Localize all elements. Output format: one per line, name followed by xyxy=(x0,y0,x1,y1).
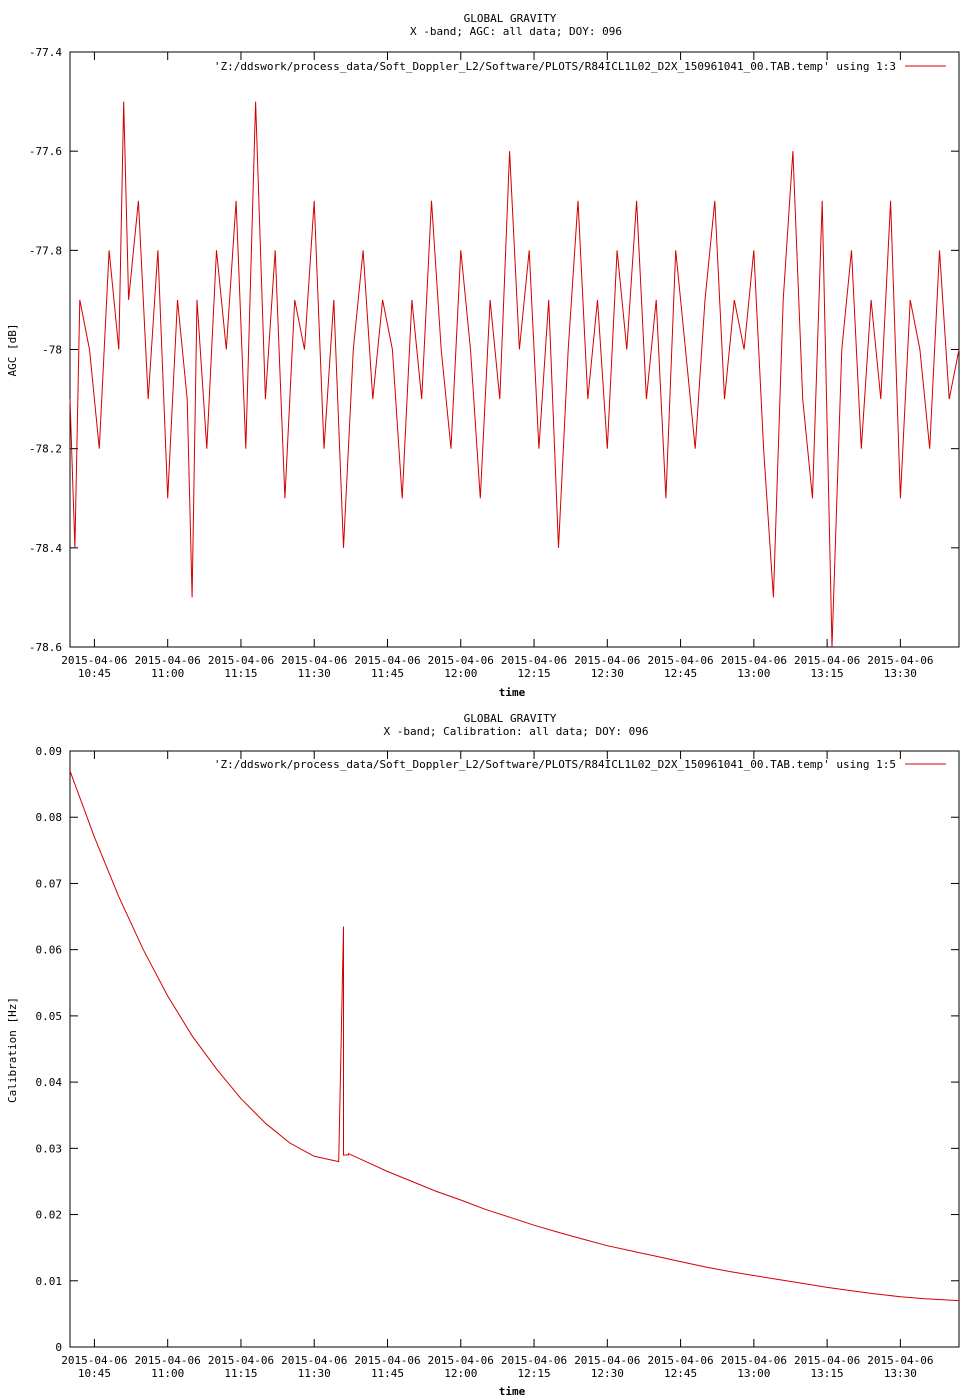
agc-chart: GLOBAL GRAVITY X -band; AGC: all data; D… xyxy=(6,12,960,699)
agc-x-axis-label: time xyxy=(499,686,526,699)
calibration-x-tick-date: 2015-04-06 xyxy=(647,1354,713,1367)
agc-x-tick-time: 12:30 xyxy=(591,667,624,680)
calibration-y-tick-label: 0.08 xyxy=(36,811,63,824)
calibration-x-tick-time: 13:00 xyxy=(737,1367,770,1380)
calibration-chart: GLOBAL GRAVITY X -band; Calibration: all… xyxy=(6,712,960,1398)
calibration-series xyxy=(69,770,960,1302)
calibration-x-tick-date: 2015-04-06 xyxy=(794,1354,860,1367)
calibration-series-line xyxy=(69,770,960,1302)
calibration-x-axis-label: time xyxy=(499,1385,526,1398)
agc-x-tick-date: 2015-04-06 xyxy=(208,654,274,667)
agc-y-axis-label: AGC [dB] xyxy=(6,324,19,377)
calibration-y-tick-label: 0.03 xyxy=(36,1142,63,1155)
calibration-x-tick-time: 12:00 xyxy=(444,1367,477,1380)
calibration-y-tick-label: 0.04 xyxy=(36,1076,63,1089)
agc-legend-text: 'Z:/ddswork/process_data/Soft_Doppler_L2… xyxy=(214,60,896,73)
agc-x-tick-time: 13:00 xyxy=(737,667,770,680)
agc-y-tick-label: -78.2 xyxy=(29,443,62,456)
agc-y-tick-label: -77.6 xyxy=(29,145,62,158)
agc-y-tick-label: -77.4 xyxy=(29,46,62,59)
agc-x-tick-time: 13:30 xyxy=(884,667,917,680)
agc-x-tick-date: 2015-04-06 xyxy=(647,654,713,667)
calibration-x-tick-date: 2015-04-06 xyxy=(281,1354,347,1367)
calibration-x-tick-date: 2015-04-06 xyxy=(135,1354,201,1367)
agc-chart-subtitle: X -band; AGC: all data; DOY: 096 xyxy=(410,25,622,38)
calibration-chart-title: GLOBAL GRAVITY xyxy=(464,712,557,725)
calibration-x-tick-time: 12:30 xyxy=(591,1367,624,1380)
agc-y-tick-label: -78.4 xyxy=(29,542,62,555)
agc-x-tick-time: 11:45 xyxy=(371,667,404,680)
calibration-y-tick-label: 0.01 xyxy=(36,1275,63,1288)
agc-x-tick-date: 2015-04-06 xyxy=(574,654,640,667)
agc-x-tick-time: 11:00 xyxy=(151,667,184,680)
calibration-y-ticks: 0.09 0.08 0.07 0.06 0.05 0.04 0.03 0.02 0.01 0 xyxy=(36,745,959,1354)
agc-x-tick-date: 2015-04-06 xyxy=(867,654,933,667)
agc-x-tick-date: 2015-04-06 xyxy=(501,654,567,667)
calibration-y-tick-label: 0.06 xyxy=(36,944,63,957)
calibration-x-ticks: 2015-04-0610:452015-04-0611:002015-04-06… xyxy=(61,751,934,1380)
calibration-x-tick-date: 2015-04-06 xyxy=(61,1354,127,1367)
calibration-y-tick-label: 0.09 xyxy=(36,745,63,758)
agc-x-ticks: 2015-04-0610:452015-04-0611:002015-04-06… xyxy=(61,52,934,680)
agc-y-tick-label: -78.6 xyxy=(29,641,62,654)
calibration-x-tick-date: 2015-04-06 xyxy=(501,1354,567,1367)
calibration-legend-text: 'Z:/ddswork/process_data/Soft_Doppler_L2… xyxy=(214,758,896,771)
calibration-x-tick-time: 11:15 xyxy=(224,1367,257,1380)
agc-x-tick-date: 2015-04-06 xyxy=(428,654,494,667)
agc-x-tick-time: 11:15 xyxy=(224,667,257,680)
agc-x-tick-time: 10:45 xyxy=(78,667,111,680)
agc-x-tick-date: 2015-04-06 xyxy=(135,654,201,667)
calibration-x-tick-time: 10:45 xyxy=(78,1367,111,1380)
calibration-x-tick-time: 11:00 xyxy=(151,1367,184,1380)
calibration-x-tick-date: 2015-04-06 xyxy=(574,1354,640,1367)
agc-y-ticks: -77.4 -77.6 -77.8 -78 -78.2 -78.4 -78.6 xyxy=(29,46,959,654)
calibration-chart-subtitle: X -band; Calibration: all data; DOY: 096 xyxy=(384,725,649,738)
calibration-x-tick-time: 13:15 xyxy=(811,1367,844,1380)
agc-x-tick-time: 12:15 xyxy=(517,667,550,680)
agc-x-tick-date: 2015-04-06 xyxy=(354,654,420,667)
calibration-x-tick-time: 12:45 xyxy=(664,1367,697,1380)
calibration-y-tick-label: 0.02 xyxy=(36,1209,63,1222)
calibration-x-tick-time: 12:15 xyxy=(517,1367,550,1380)
agc-x-tick-date: 2015-04-06 xyxy=(281,654,347,667)
agc-x-tick-time: 11:30 xyxy=(298,667,331,680)
agc-chart-title: GLOBAL GRAVITY xyxy=(464,12,557,25)
calibration-plot-frame xyxy=(69,750,960,1348)
agc-x-tick-date: 2015-04-06 xyxy=(721,654,787,667)
calibration-y-tick-label: 0.05 xyxy=(36,1010,63,1023)
calibration-x-tick-time: 13:30 xyxy=(884,1367,917,1380)
agc-series-line xyxy=(69,101,960,648)
calibration-x-tick-date: 2015-04-06 xyxy=(428,1354,494,1367)
calibration-x-tick-date: 2015-04-06 xyxy=(354,1354,420,1367)
agc-series xyxy=(69,101,960,648)
calibration-x-tick-time: 11:30 xyxy=(298,1367,331,1380)
calibration-y-tick-label: 0 xyxy=(55,1341,62,1354)
agc-x-tick-time: 13:15 xyxy=(811,667,844,680)
agc-y-tick-label: -78 xyxy=(42,344,62,357)
agc-x-tick-time: 12:00 xyxy=(444,667,477,680)
agc-x-tick-date: 2015-04-06 xyxy=(61,654,127,667)
calibration-x-tick-date: 2015-04-06 xyxy=(208,1354,274,1367)
agc-x-tick-time: 12:45 xyxy=(664,667,697,680)
agc-x-tick-date: 2015-04-06 xyxy=(794,654,860,667)
calibration-y-tick-label: 0.07 xyxy=(36,877,63,890)
calibration-x-tick-date: 2015-04-06 xyxy=(721,1354,787,1367)
calibration-x-tick-time: 11:45 xyxy=(371,1367,404,1380)
calibration-y-axis-label: Calibration [Hz] xyxy=(6,997,19,1103)
calibration-x-tick-date: 2015-04-06 xyxy=(867,1354,933,1367)
agc-y-tick-label: -77.8 xyxy=(29,244,62,257)
